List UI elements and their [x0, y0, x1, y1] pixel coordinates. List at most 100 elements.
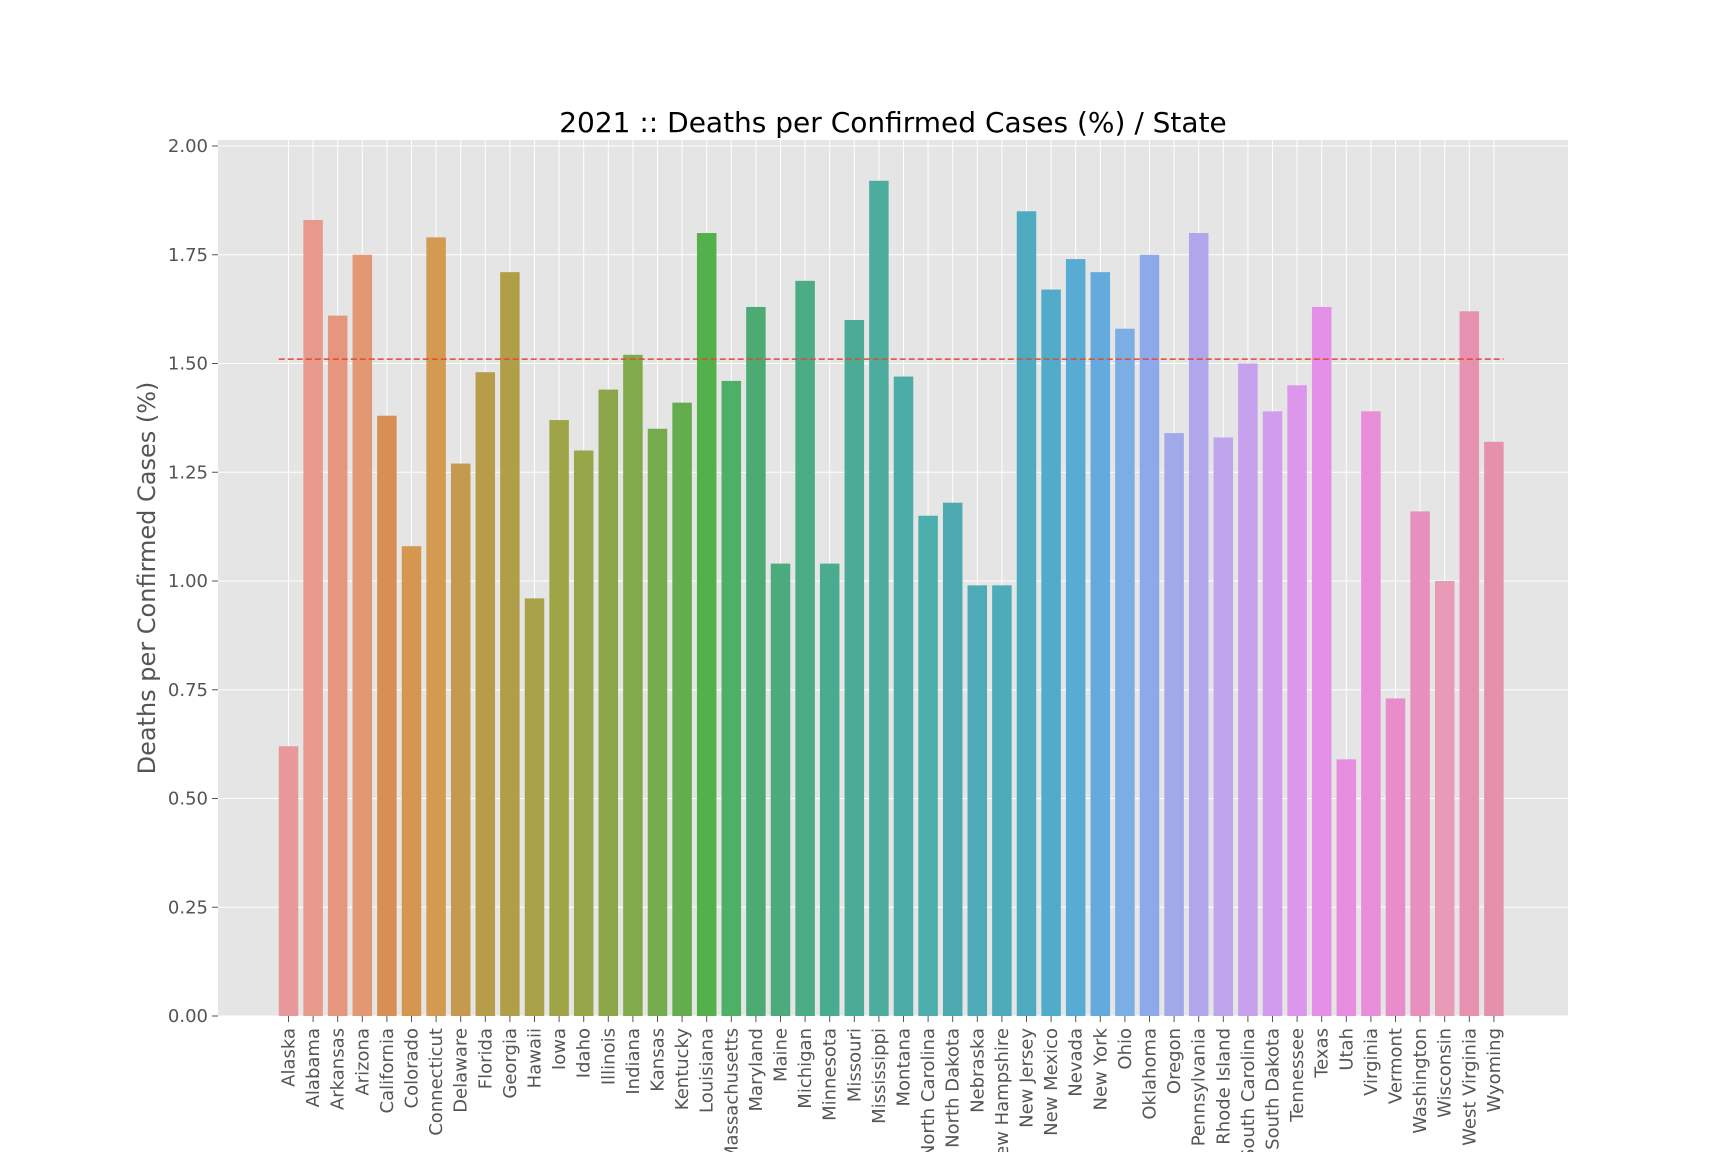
- y-tick-label: 0.50: [168, 789, 208, 810]
- x-tick-label: Utah: [1336, 1028, 1357, 1071]
- bar: [1385, 698, 1406, 1016]
- x-tick-label: Wisconsin: [1435, 1028, 1456, 1118]
- x-tick-label: Arizona: [352, 1028, 373, 1096]
- bar: [1287, 385, 1307, 1016]
- x-tick-label: Pennsylvania: [1189, 1028, 1210, 1146]
- bar: [549, 420, 569, 1016]
- x-tick-label: Montana: [894, 1028, 915, 1106]
- bar: [1016, 211, 1037, 1016]
- bar: [1238, 363, 1258, 1016]
- x-tick-label: Alabama: [303, 1028, 324, 1107]
- y-tick-label: 0.25: [168, 897, 208, 918]
- bar: [1311, 306, 1332, 1016]
- x-axis-labels: Alaska Alabama Arkansas Arizona California Co…: [279, 1016, 1505, 1152]
- x-tick-label: Missouri: [844, 1028, 865, 1102]
- x-tick-label: New Jersey: [1017, 1028, 1038, 1128]
- bar: [795, 280, 815, 1017]
- x-tick-label: Colorado: [402, 1028, 423, 1108]
- bar: [1164, 433, 1184, 1017]
- bar: [401, 546, 422, 1016]
- bar: [770, 563, 791, 1016]
- x-tick-label: Wyoming: [1484, 1028, 1505, 1113]
- y-tick-label: 0.00: [168, 1006, 208, 1027]
- bar: [573, 450, 594, 1016]
- x-tick-label: Alaska: [279, 1028, 300, 1087]
- y-tick-label: 1.25: [168, 462, 208, 483]
- bar: [844, 320, 865, 1016]
- bar: [1484, 441, 1504, 1016]
- bar: [1361, 411, 1381, 1017]
- bar: [1065, 259, 1086, 1017]
- bar: [721, 380, 742, 1016]
- bar: [598, 389, 619, 1017]
- bar: [893, 376, 914, 1016]
- bar: [623, 354, 643, 1016]
- x-tick-label: Iowa: [549, 1028, 570, 1070]
- bar: [672, 402, 692, 1016]
- bar: [1410, 511, 1430, 1016]
- x-tick-label: Indiana: [623, 1028, 644, 1095]
- x-tick-label: Virginia: [1361, 1028, 1382, 1096]
- x-tick-label: Ohio: [1115, 1028, 1136, 1070]
- bar: [696, 233, 717, 1016]
- bar: [524, 598, 545, 1016]
- x-tick-label: Oregon: [1164, 1028, 1185, 1094]
- bar: [377, 415, 397, 1016]
- x-tick-label: Rhode Island: [1213, 1028, 1234, 1145]
- bar: [1262, 411, 1283, 1017]
- bar: [746, 306, 766, 1016]
- y-tick-label: 2.00: [168, 136, 208, 157]
- x-tick-label: North Dakota: [943, 1028, 964, 1148]
- x-tick-label: Nevada: [1066, 1028, 1087, 1097]
- x-tick-label: Maryland: [746, 1028, 767, 1111]
- bar: [426, 237, 446, 1017]
- chart-title: 2021 :: Deaths per Confirmed Cases (%) /…: [559, 106, 1227, 139]
- bar: [278, 746, 299, 1016]
- y-axis-label: Deaths per Confirmed Cases (%): [133, 382, 161, 775]
- bar: [475, 372, 496, 1016]
- bar: [1434, 581, 1455, 1016]
- x-tick-label: Hawaii: [525, 1028, 546, 1088]
- x-tick-label: South Carolina: [1238, 1028, 1259, 1152]
- bar: [967, 585, 988, 1016]
- y-tick-label: 1.00: [168, 571, 208, 592]
- bar: [303, 219, 323, 1016]
- y-tick-label: 1.75: [168, 245, 208, 266]
- x-tick-label: West Virginia: [1459, 1028, 1480, 1146]
- x-tick-label: Maine: [771, 1028, 792, 1082]
- bar: [992, 585, 1012, 1016]
- bar: [819, 563, 840, 1016]
- y-axis-ticks: 0.00 0.25 0.50 0.75 1.00 1.25 1.50 1.75 2.00: [168, 136, 218, 1027]
- bar: [1188, 233, 1209, 1016]
- x-tick-label: Kansas: [648, 1028, 669, 1092]
- x-tick-label: New Mexico: [1041, 1028, 1062, 1136]
- x-tick-label: California: [377, 1028, 398, 1113]
- x-tick-label: Minnesota: [820, 1028, 841, 1121]
- bar: [500, 272, 520, 1016]
- x-tick-label: South Dakota: [1263, 1028, 1284, 1150]
- x-tick-label: Oklahoma: [1140, 1028, 1161, 1120]
- bar: [327, 315, 348, 1016]
- x-tick-label: North Carolina: [918, 1028, 939, 1152]
- x-tick-label: Connecticut: [426, 1028, 447, 1136]
- x-tick-label: Kentucky: [672, 1028, 693, 1111]
- x-tick-label: Florida: [475, 1028, 496, 1089]
- x-tick-label: Nebraska: [967, 1028, 988, 1113]
- x-tick-label: Idaho: [574, 1028, 595, 1078]
- bar: [1213, 437, 1234, 1016]
- bar: [869, 180, 889, 1017]
- y-tick-label: 1.50: [168, 354, 208, 375]
- bar: [1139, 254, 1160, 1016]
- x-tick-label: Washington: [1410, 1028, 1431, 1134]
- x-tick-label: Mississippi: [869, 1028, 890, 1124]
- bar: [1041, 289, 1061, 1016]
- bar: [918, 515, 938, 1016]
- x-tick-label: Michigan: [795, 1028, 816, 1109]
- bar: [1115, 328, 1135, 1016]
- bar: [942, 502, 963, 1016]
- x-tick-label: New York: [1090, 1027, 1111, 1110]
- bar-series: [278, 180, 1504, 1017]
- bar: [1459, 311, 1480, 1016]
- bar: [647, 428, 668, 1016]
